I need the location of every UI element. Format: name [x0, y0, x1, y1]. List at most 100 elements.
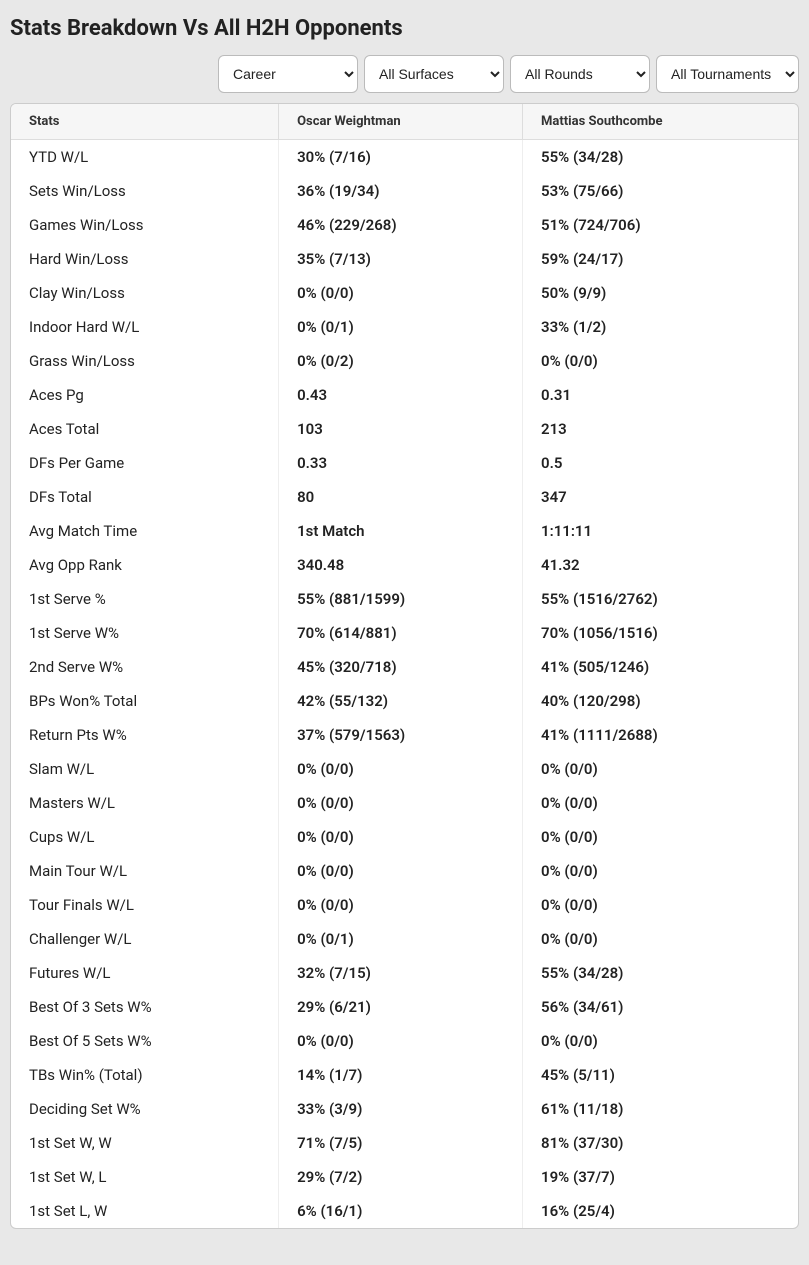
stat-value-player1: 36% (19/34): [279, 174, 523, 208]
stat-label: Main Tour W/L: [11, 854, 279, 888]
stat-value-player2: 1:11:11: [523, 514, 798, 548]
stat-value-player1: 80: [279, 480, 523, 514]
stat-label: 1st Serve W%: [11, 616, 279, 650]
stat-label: Aces Total: [11, 412, 279, 446]
stat-value-player2: 81% (37/30): [523, 1126, 798, 1160]
stat-value-player2: 41% (1111/2688): [523, 718, 798, 752]
filter-surface[interactable]: All Surfaces: [364, 55, 504, 93]
stat-value-player1: 29% (7/2): [279, 1160, 523, 1194]
stat-label: 1st Set W, L: [11, 1160, 279, 1194]
table-row: Indoor Hard W/L0% (0/1)33% (1/2): [11, 310, 798, 344]
stat-label: 1st Serve %: [11, 582, 279, 616]
table-row: 1st Set L, W6% (16/1)16% (25/4): [11, 1194, 798, 1228]
stat-label: Futures W/L: [11, 956, 279, 990]
stat-value-player2: 0% (0/0): [523, 1024, 798, 1058]
table-row: Deciding Set W%33% (3/9)61% (11/18): [11, 1092, 798, 1126]
stat-label: 1st Set W, W: [11, 1126, 279, 1160]
stats-breakdown-panel: Stats Breakdown Vs All H2H Opponents Car…: [0, 0, 809, 1239]
stat-value-player2: 40% (120/298): [523, 684, 798, 718]
stat-label: Best Of 3 Sets W%: [11, 990, 279, 1024]
stat-value-player2: 0.5: [523, 446, 798, 480]
stat-label: DFs Total: [11, 480, 279, 514]
stat-value-player1: 0% (0/0): [279, 820, 523, 854]
stats-table-container: Stats Oscar Weightman Mattias Southcombe…: [10, 103, 799, 1229]
stat-value-player2: 19% (37/7): [523, 1160, 798, 1194]
table-row: TBs Win% (Total)14% (1/7)45% (5/11): [11, 1058, 798, 1092]
stat-value-player2: 61% (11/18): [523, 1092, 798, 1126]
table-row: Grass Win/Loss0% (0/2)0% (0/0): [11, 344, 798, 378]
stat-value-player2: 0% (0/0): [523, 344, 798, 378]
stat-value-player2: 55% (34/28): [523, 140, 798, 175]
stat-value-player1: 14% (1/7): [279, 1058, 523, 1092]
stat-value-player1: 0% (0/0): [279, 1024, 523, 1058]
stat-label: Clay Win/Loss: [11, 276, 279, 310]
stat-value-player2: 16% (25/4): [523, 1194, 798, 1228]
stat-value-player1: 70% (614/881): [279, 616, 523, 650]
table-row: YTD W/L30% (7/16)55% (34/28): [11, 140, 798, 175]
stat-value-player2: 53% (75/66): [523, 174, 798, 208]
table-row: BPs Won% Total42% (55/132)40% (120/298): [11, 684, 798, 718]
stat-value-player2: 0% (0/0): [523, 820, 798, 854]
stat-value-player1: 35% (7/13): [279, 242, 523, 276]
table-row: Best Of 3 Sets W%29% (6/21)56% (34/61): [11, 990, 798, 1024]
stat-value-player1: 42% (55/132): [279, 684, 523, 718]
stat-label: Slam W/L: [11, 752, 279, 786]
table-row: Avg Match Time1st Match1:11:11: [11, 514, 798, 548]
stat-value-player1: 0% (0/0): [279, 888, 523, 922]
stat-label: 1st Set L, W: [11, 1194, 279, 1228]
stat-label: Challenger W/L: [11, 922, 279, 956]
page-title: Stats Breakdown Vs All H2H Opponents: [10, 16, 799, 41]
stat-label: Games Win/Loss: [11, 208, 279, 242]
stat-value-player1: 0% (0/0): [279, 854, 523, 888]
stat-value-player1: 0% (0/1): [279, 922, 523, 956]
stat-value-player1: 55% (881/1599): [279, 582, 523, 616]
stat-value-player1: 0.43: [279, 378, 523, 412]
stat-value-player1: 37% (579/1563): [279, 718, 523, 752]
stat-value-player2: 0% (0/0): [523, 786, 798, 820]
stat-value-player2: 0% (0/0): [523, 888, 798, 922]
stats-table: Stats Oscar Weightman Mattias Southcombe…: [11, 104, 798, 1228]
stat-value-player2: 55% (34/28): [523, 956, 798, 990]
stat-value-player1: 71% (7/5): [279, 1126, 523, 1160]
filter-period[interactable]: Career: [218, 55, 358, 93]
stat-label: Avg Opp Rank: [11, 548, 279, 582]
stat-value-player1: 46% (229/268): [279, 208, 523, 242]
table-row: 1st Serve W%70% (614/881)70% (1056/1516): [11, 616, 798, 650]
stat-value-player1: 340.48: [279, 548, 523, 582]
filter-tournament[interactable]: All Tournaments: [656, 55, 799, 93]
stat-value-player2: 0% (0/0): [523, 752, 798, 786]
stat-value-player1: 0% (0/1): [279, 310, 523, 344]
stat-value-player2: 56% (34/61): [523, 990, 798, 1024]
stat-value-player2: 50% (9/9): [523, 276, 798, 310]
table-row: Slam W/L0% (0/0)0% (0/0): [11, 752, 798, 786]
stat-value-player1: 0% (0/0): [279, 752, 523, 786]
stat-label: Indoor Hard W/L: [11, 310, 279, 344]
stat-value-player1: 0% (0/2): [279, 344, 523, 378]
stat-label: BPs Won% Total: [11, 684, 279, 718]
stat-label: Best Of 5 Sets W%: [11, 1024, 279, 1058]
table-row: Challenger W/L0% (0/1)0% (0/0): [11, 922, 798, 956]
stat-label: Masters W/L: [11, 786, 279, 820]
stat-value-player1: 29% (6/21): [279, 990, 523, 1024]
table-row: Hard Win/Loss35% (7/13)59% (24/17): [11, 242, 798, 276]
stat-value-player2: 51% (724/706): [523, 208, 798, 242]
filter-bar: Career All Surfaces All Rounds All Tourn…: [10, 55, 799, 93]
filter-round[interactable]: All Rounds: [510, 55, 650, 93]
stat-value-player1: 0% (0/0): [279, 786, 523, 820]
stat-value-player2: 0.31: [523, 378, 798, 412]
stat-value-player2: 55% (1516/2762): [523, 582, 798, 616]
table-row: Games Win/Loss46% (229/268)51% (724/706): [11, 208, 798, 242]
stat-value-player2: 33% (1/2): [523, 310, 798, 344]
stat-label: Cups W/L: [11, 820, 279, 854]
stat-value-player2: 347: [523, 480, 798, 514]
table-row: 1st Set W, W71% (7/5)81% (37/30): [11, 1126, 798, 1160]
stat-label: 2nd Serve W%: [11, 650, 279, 684]
table-row: Main Tour W/L0% (0/0)0% (0/0): [11, 854, 798, 888]
stat-value-player2: 41% (505/1246): [523, 650, 798, 684]
stat-value-player2: 213: [523, 412, 798, 446]
stat-value-player2: 41.32: [523, 548, 798, 582]
col-header-stats: Stats: [11, 104, 279, 140]
stat-label: Avg Match Time: [11, 514, 279, 548]
stat-value-player1: 103: [279, 412, 523, 446]
stat-label: Sets Win/Loss: [11, 174, 279, 208]
